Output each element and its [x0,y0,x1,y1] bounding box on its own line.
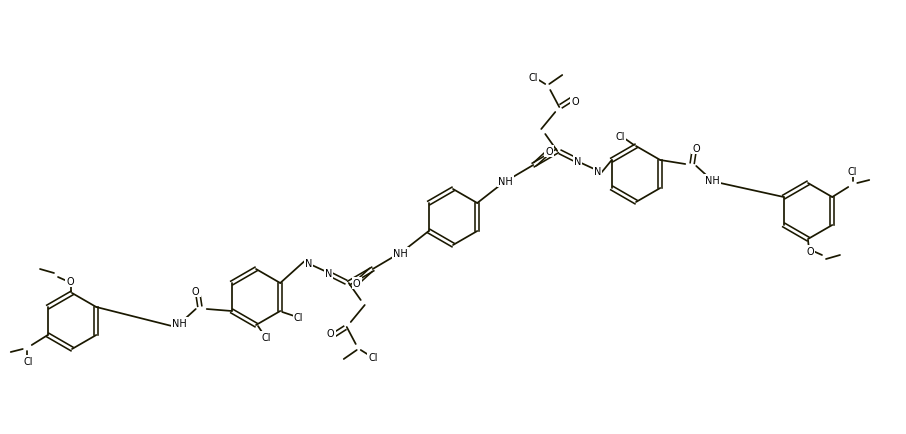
Text: O: O [692,144,700,154]
Text: NH: NH [498,177,513,187]
Text: NH: NH [172,318,188,328]
Text: Cl: Cl [847,167,857,177]
Text: N: N [573,157,581,167]
Text: NH: NH [393,248,408,258]
Text: NH: NH [705,176,719,186]
Text: Cl: Cl [294,312,303,322]
Text: O: O [192,286,199,296]
Text: N: N [593,167,601,177]
Text: Cl: Cl [368,352,378,362]
Text: O: O [327,328,334,338]
Text: O: O [572,97,579,107]
Text: O: O [806,247,814,256]
Text: O: O [353,278,361,288]
Text: N: N [305,258,313,268]
Text: O: O [545,147,553,157]
Text: Cl: Cl [528,73,538,83]
Text: N: N [325,268,333,278]
Text: Cl: Cl [261,332,271,342]
Text: Cl: Cl [615,132,625,141]
Text: Cl: Cl [23,356,33,366]
Text: O: O [66,276,73,286]
